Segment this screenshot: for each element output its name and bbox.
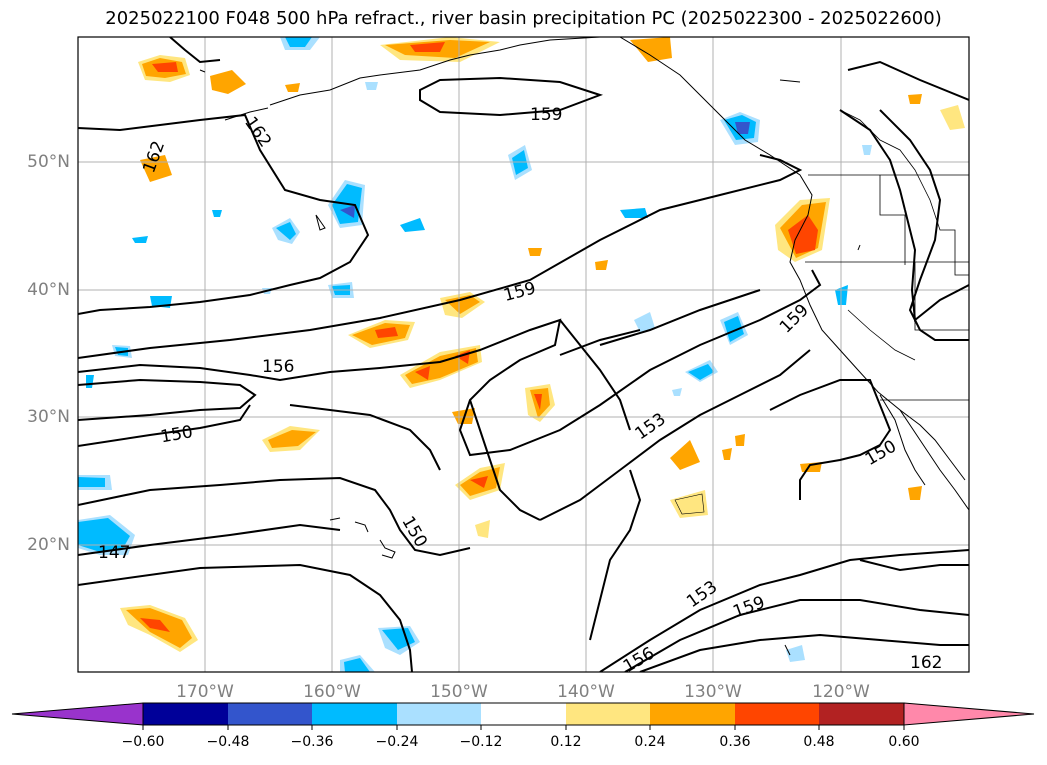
lat-label: 40°N [27,280,70,300]
colorbar [11,702,1035,730]
colorbar-tick-label: 0.24 [634,734,666,750]
colorbar-tick-label: −0.60 [121,734,165,750]
colorbar-segment [903,702,1035,726]
contour-label: 159 [730,593,767,623]
contour-label: 153 [632,409,670,444]
contour-label: 159 [776,300,813,337]
contour-label: 150 [159,422,194,447]
colorbar-segment [735,703,819,725]
contour-label: 156 [262,357,294,377]
lon-label: 120°W [812,682,870,702]
borders [805,109,969,401]
colorbar-segment [397,703,481,725]
colorbar-segment [650,703,735,725]
colorbar-segment [566,703,650,725]
colorbar-segment [312,703,397,725]
colorbar-segment [228,703,312,725]
lat-label: 20°N [27,535,70,555]
lat-label: 50°N [27,152,70,172]
contour-label: 147 [98,543,130,563]
colorbar-tick-label: −0.24 [375,734,419,750]
lon-label: 140°W [557,682,615,702]
lon-label: 170°W [176,682,234,702]
colorbar-tick-label: 0.36 [719,734,751,750]
contour-label: 162 [910,653,942,673]
colorbar-tick-label: −0.36 [290,734,334,750]
contour-label: 159 [530,105,562,125]
colorbar-segment [819,703,904,725]
coastlines [199,37,969,656]
height-contours [78,37,969,672]
map-title: 2025022100 F048 500 hPa refract., river … [105,8,942,29]
map-frame [77,36,970,673]
lon-label: 150°W [430,682,488,702]
contour-label: 150 [862,436,900,470]
contour-label: 162 [240,113,275,151]
lat-label: 30°N [27,407,70,427]
contour-labels: 159 162 162 159 156 150 153 159 150 150 … [98,105,942,673]
colorbar-tick-label: 0.48 [803,734,835,750]
colorbar-segment [11,702,144,726]
contour-label: 153 [683,577,721,612]
colorbar-segment [143,703,228,725]
graticule [78,37,969,672]
colorbar-tick-label: −0.48 [206,734,250,750]
precip-positive [120,37,965,652]
lon-label: 130°W [684,682,742,702]
colorbar-tick-label: −0.12 [459,734,503,750]
colorbar-segment [481,703,566,725]
contour-label: 159 [502,278,539,306]
colorbar-tick-label: 0.12 [550,734,582,750]
lon-label: 160°W [303,682,361,702]
colorbar-tick-label: 0.60 [888,734,920,750]
